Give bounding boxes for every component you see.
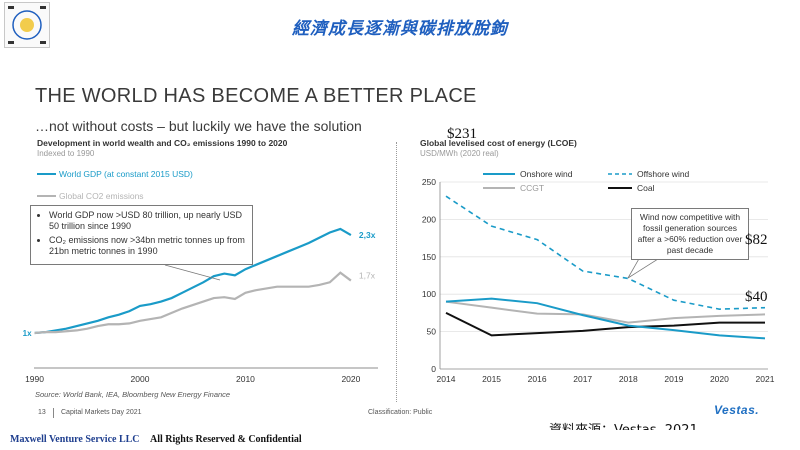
lcoe-chart: Global levelised cost of energy (LCOE) U… <box>420 140 775 384</box>
x-tick-label: 2020 <box>341 374 360 384</box>
gdp-chart-subtitle: Indexed to 1990 <box>37 149 95 158</box>
callout-bullet-co2: CO₂ emissions now >34bn metric tonnes up… <box>49 235 246 257</box>
x-tick-label: 2019 <box>664 374 683 384</box>
vestas-logo: Vestas. <box>714 403 760 417</box>
gdp-callout-box: World GDP now >USD 80 trillion, up nearl… <box>30 205 253 265</box>
x-tick-label: 1990 <box>25 374 44 384</box>
event-name: Capital Markets Day 2021 <box>61 409 142 416</box>
page-number: 13 <box>38 409 46 416</box>
x-tick-label: 2000 <box>131 374 150 384</box>
gdp-chart-title: Development in world wealth and CO₂ emis… <box>37 140 288 148</box>
gdp-end-label: 2,3x <box>359 230 376 240</box>
series-line-ccgt <box>445 300 766 324</box>
legend-label-co2: Global CO2 emissions <box>59 191 144 201</box>
series-line-gdp <box>34 227 352 335</box>
rights-notice: All Rights Reserved & Confidential <box>150 434 302 445</box>
lcoe-chart-subtitle: USD/MWh (2020 real) <box>420 149 499 158</box>
company-logo-icon <box>4 2 50 48</box>
lcoe-chart-title: Global levelised cost of energy (LCOE) <box>420 140 577 148</box>
y-tick-label: 200 <box>422 214 436 224</box>
classification-label: Classification: Public <box>368 409 433 416</box>
series-line-onshore <box>445 297 766 340</box>
banner-title: 經濟成長逐漸與碳排放脫鉤 <box>292 19 508 39</box>
x-tick-label: 2018 <box>619 374 638 384</box>
annotation-offshore-end: $82 <box>745 232 768 248</box>
gdp-co2-chart: Development in world wealth and CO₂ emis… <box>23 140 378 384</box>
y-tick-label: 150 <box>422 252 436 262</box>
lcoe-callout-box: Wind now competitive with fossil generat… <box>631 208 749 260</box>
legend-label-coal: Coal <box>637 183 655 193</box>
legend-label-ccgt: CCGT <box>520 183 544 193</box>
callout-pointer-left <box>164 264 221 281</box>
source-note: Source: World Bank, IEA, Bloomberg New E… <box>35 390 231 399</box>
x-tick-label: 2020 <box>710 374 729 384</box>
annotation-onshore-end: $40 <box>745 289 768 305</box>
y-tick-label: 100 <box>422 289 436 299</box>
slide: THE WORLD HAS BECOME A BETTER PLACE …not… <box>0 50 800 430</box>
start-label: 1x <box>23 329 32 338</box>
x-tick-label: 2021 <box>756 374 775 384</box>
series-line-coal <box>445 312 765 337</box>
legend-label-onshore: Onshore wind <box>520 169 573 179</box>
company-name: Maxwell Venture Service LLC <box>10 434 140 445</box>
callout-bullet-gdp: World GDP now >USD 80 trillion, up nearl… <box>49 210 246 232</box>
annotation-start-cost: $231 <box>447 126 477 142</box>
co2-end-label: 1,7x <box>359 271 376 281</box>
x-tick-label: 2017 <box>573 374 592 384</box>
chart-divider <box>396 142 397 402</box>
x-tick-label: 2010 <box>236 374 255 384</box>
legend-label-gdp: World GDP (at constant 2015 USD) <box>59 169 193 179</box>
footer-bar: Maxwell Venture Service LLC All Rights R… <box>0 430 800 450</box>
y-tick-label: 50 <box>427 327 437 337</box>
slide-subtitle: …not without costs – but luckily we have… <box>35 118 362 134</box>
series-line-offshore <box>445 195 766 310</box>
footer-divider <box>53 408 54 418</box>
x-tick-label: 2016 <box>528 374 547 384</box>
x-tick-label: 2015 <box>482 374 501 384</box>
x-tick-label: 2014 <box>437 374 456 384</box>
y-tick-label: 0 <box>431 364 436 374</box>
legend-label-offshore: Offshore wind <box>637 169 690 179</box>
slide-title: THE WORLD HAS BECOME A BETTER PLACE <box>35 85 477 107</box>
series-line-co2 <box>34 271 352 335</box>
banner: 經濟成長逐漸與碳排放脫鉤 <box>0 0 800 50</box>
y-tick-label: 250 <box>422 177 436 187</box>
